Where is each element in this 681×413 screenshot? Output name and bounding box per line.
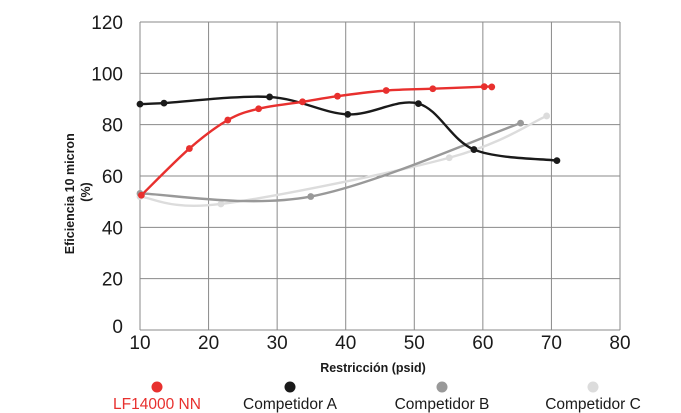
tick-labels: 10 20 30 40 50 60 70 80 0 20 40 60 80 100 120 — [91, 13, 630, 354]
series-layer — [136, 83, 561, 208]
x-tick-label: 20 — [198, 333, 219, 354]
x-tick-label: 40 — [335, 333, 356, 354]
data-point — [445, 154, 453, 162]
legend-item-0: LF14000 NN — [113, 381, 201, 413]
data-point — [137, 191, 145, 199]
legend: LF14000 NN Competidor A Competidor B Compet… — [113, 381, 641, 413]
data-point — [160, 99, 168, 107]
data-point — [266, 93, 273, 101]
data-point — [480, 83, 488, 91]
y-tick-label: 60 — [102, 167, 123, 188]
data-point — [415, 100, 422, 108]
data-point — [299, 98, 306, 106]
data-point — [334, 92, 341, 100]
y-tick-label: 80 — [102, 116, 123, 137]
data-point — [517, 119, 524, 127]
legend-marker — [284, 381, 296, 393]
legend-label: Competidor B — [395, 396, 490, 413]
data-point — [136, 100, 144, 108]
data-point — [217, 200, 225, 208]
grid — [139, 21, 621, 331]
x-tick-label: 10 — [129, 333, 150, 354]
legend-label: Competidor A — [243, 396, 338, 413]
series-line — [138, 114, 548, 208]
x-tick-label: 70 — [541, 333, 562, 354]
y-tick-label: 40 — [102, 218, 123, 239]
x-tick-label: 50 — [404, 333, 425, 354]
legend-marker — [151, 381, 163, 393]
data-point — [488, 83, 496, 91]
legend-item-3: Competidor C — [545, 381, 641, 413]
data-point — [543, 112, 551, 120]
series-line — [138, 121, 522, 203]
legend-label: Competidor C — [545, 396, 641, 413]
x-tick-label: 60 — [472, 333, 493, 354]
data-point — [382, 87, 390, 94]
series-0 — [137, 83, 496, 199]
series-line — [140, 85, 493, 197]
y-axis-title-line-2: (%) — [79, 182, 93, 201]
y-tick-label: 20 — [102, 270, 123, 291]
data-point — [344, 111, 352, 118]
legend-marker — [587, 381, 599, 393]
legend-label: LF14000 NN — [113, 396, 201, 413]
series-1 — [136, 93, 561, 165]
y-tick-label: 100 — [91, 64, 123, 85]
series-line — [138, 95, 559, 162]
data-point — [185, 145, 193, 152]
data-point — [429, 85, 437, 93]
data-point — [553, 157, 561, 165]
series-2 — [136, 119, 524, 203]
y-tick-label: 120 — [91, 13, 123, 34]
x-tick-label: 30 — [267, 333, 288, 354]
legend-item-1: Competidor A — [243, 381, 338, 413]
y-tick-label: 0 — [112, 317, 123, 338]
legend-item-2: Competidor B — [395, 381, 490, 413]
data-point — [255, 105, 263, 113]
data-point — [224, 116, 232, 124]
legend-marker — [436, 381, 448, 393]
x-axis-title: Restricción (psid) — [320, 361, 426, 375]
data-point — [307, 193, 315, 200]
data-point — [470, 146, 478, 153]
series-3 — [136, 112, 551, 208]
y-axis-title-line-1: Eficiencia 10 micron — [63, 133, 77, 254]
y-axis-title: Eficiencia 10 micron (%) — [63, 130, 93, 254]
x-tick-label: 80 — [609, 333, 630, 354]
